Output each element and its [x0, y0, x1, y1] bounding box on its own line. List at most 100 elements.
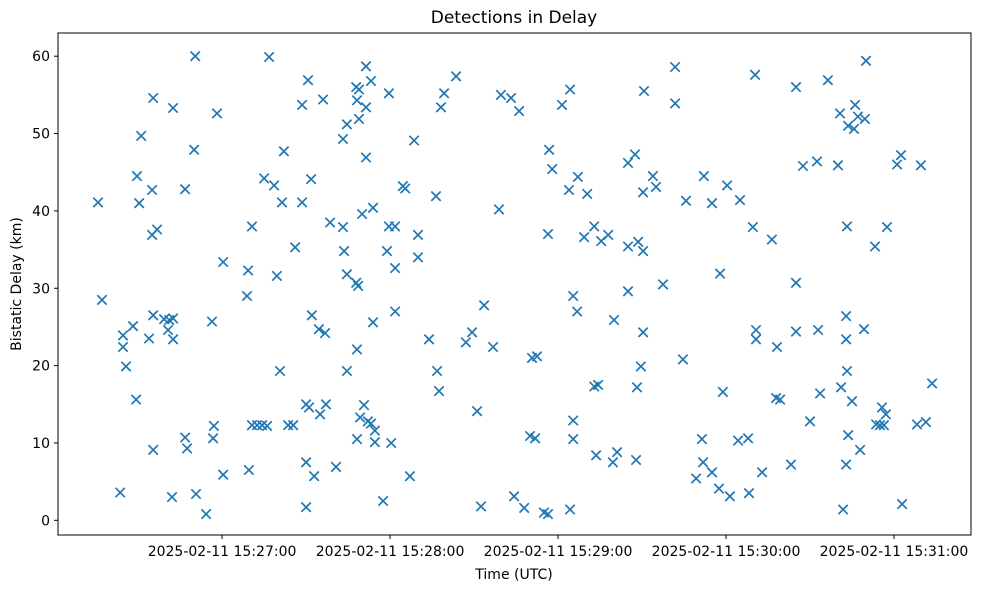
scatter-marker — [190, 488, 202, 500]
scatter-marker — [859, 113, 871, 125]
scatter-marker — [341, 365, 353, 377]
scatter-marker — [842, 120, 854, 132]
scatter-marker — [369, 436, 381, 448]
scatter-marker — [263, 51, 275, 63]
scatter-marker — [572, 171, 584, 183]
scatter-marker — [251, 419, 263, 431]
y-tick-label: 20 — [32, 359, 50, 375]
scatter-marker — [367, 202, 379, 214]
scatter-marker — [242, 265, 254, 276]
scatter-marker — [96, 294, 108, 306]
scatter-marker — [423, 333, 435, 345]
scatter-marker — [637, 245, 649, 257]
scatter-marker — [114, 487, 126, 498]
scatter-marker — [846, 395, 858, 407]
scatter-marker — [543, 144, 555, 156]
scatter-marker — [389, 221, 401, 232]
scatter-marker — [206, 316, 218, 327]
scatter-marker — [713, 483, 725, 494]
scatter-marker — [120, 361, 132, 372]
scatter-marker — [860, 55, 872, 67]
scatter-marker — [588, 221, 600, 232]
scatter-marker — [732, 435, 744, 446]
scatter-marker — [920, 416, 932, 428]
scatter-marker — [268, 180, 280, 191]
scatter-marker — [353, 84, 365, 95]
scatter-marker — [698, 170, 710, 182]
scatter-marker — [302, 74, 314, 86]
scatter-marker — [217, 469, 229, 481]
scatter-marker — [717, 386, 729, 398]
scatter-marker — [706, 466, 718, 478]
scatter-marker — [356, 208, 368, 220]
scatter-marker — [797, 160, 809, 172]
scatter-marker — [319, 327, 331, 339]
scatter-marker — [305, 173, 317, 185]
scatter-marker — [460, 337, 472, 348]
scatter-marker — [189, 50, 201, 62]
scatter-marker — [891, 159, 903, 170]
scatter-marker — [721, 180, 733, 191]
scatter-marker — [146, 229, 158, 241]
scatter-marker — [338, 245, 350, 257]
scatter-marker — [581, 188, 593, 200]
scatter-marker — [289, 241, 301, 253]
x-tick-label: 2025-02-11 15:30:00 — [652, 544, 801, 560]
scatter-marker — [127, 320, 139, 332]
scatter-marker — [282, 419, 294, 431]
scatter-marker — [360, 60, 372, 72]
scatter-marker — [567, 415, 579, 426]
scatter-marker — [167, 333, 179, 345]
scatter-marker — [834, 108, 846, 119]
scatter-marker — [542, 508, 554, 520]
scatter-marker — [848, 123, 860, 135]
scatter-marker — [869, 241, 881, 252]
scatter-marker — [412, 251, 424, 263]
scatter-marker — [351, 344, 363, 355]
scatter-marker — [131, 170, 143, 182]
scatter-marker — [567, 290, 579, 302]
scatter-marker — [742, 432, 754, 444]
scatter-marker — [657, 279, 669, 290]
scatter-marker — [529, 432, 541, 444]
scatter-marker — [840, 459, 852, 470]
scatter-marker — [341, 118, 353, 130]
scatter-marker — [303, 402, 315, 413]
scatter-marker — [306, 309, 318, 321]
scatter-marker — [143, 333, 155, 344]
scatter-marker — [351, 433, 363, 445]
scatter-marker — [188, 144, 200, 156]
scatter-marker — [367, 316, 379, 328]
scatter-marker — [518, 502, 530, 514]
scatter-marker — [876, 402, 888, 413]
y-tick-label: 30 — [32, 281, 50, 297]
scatter-marker — [352, 280, 364, 292]
scatter-marker — [258, 173, 270, 184]
y-tick-label: 10 — [32, 436, 50, 452]
scatter-marker — [200, 508, 212, 520]
scatter-marker — [296, 197, 308, 208]
scatter-marker — [669, 98, 681, 109]
scatter-marker — [320, 398, 332, 410]
scatter-marker — [353, 113, 365, 125]
scatter-marker — [261, 420, 273, 432]
scatter-marker — [602, 229, 614, 241]
scatter-marker — [750, 324, 762, 336]
scatter-marker — [430, 190, 442, 202]
scatter-marker — [915, 159, 927, 171]
scatter-marker — [92, 197, 104, 208]
scatter-marker — [611, 446, 623, 458]
scatter-marker — [578, 231, 590, 243]
x-tick-label: 2025-02-11 15:27:00 — [148, 544, 297, 560]
scatter-marker — [493, 204, 505, 215]
scatter-marker — [854, 444, 866, 456]
scatter-marker — [207, 432, 219, 444]
scatter-marker — [296, 99, 308, 111]
scatter-marker — [241, 290, 253, 302]
x-tick-label: 2025-02-11 15:29:00 — [484, 544, 633, 560]
scatter-marker — [622, 285, 634, 297]
scatter-marker — [365, 418, 377, 429]
scatter-marker — [377, 495, 389, 507]
